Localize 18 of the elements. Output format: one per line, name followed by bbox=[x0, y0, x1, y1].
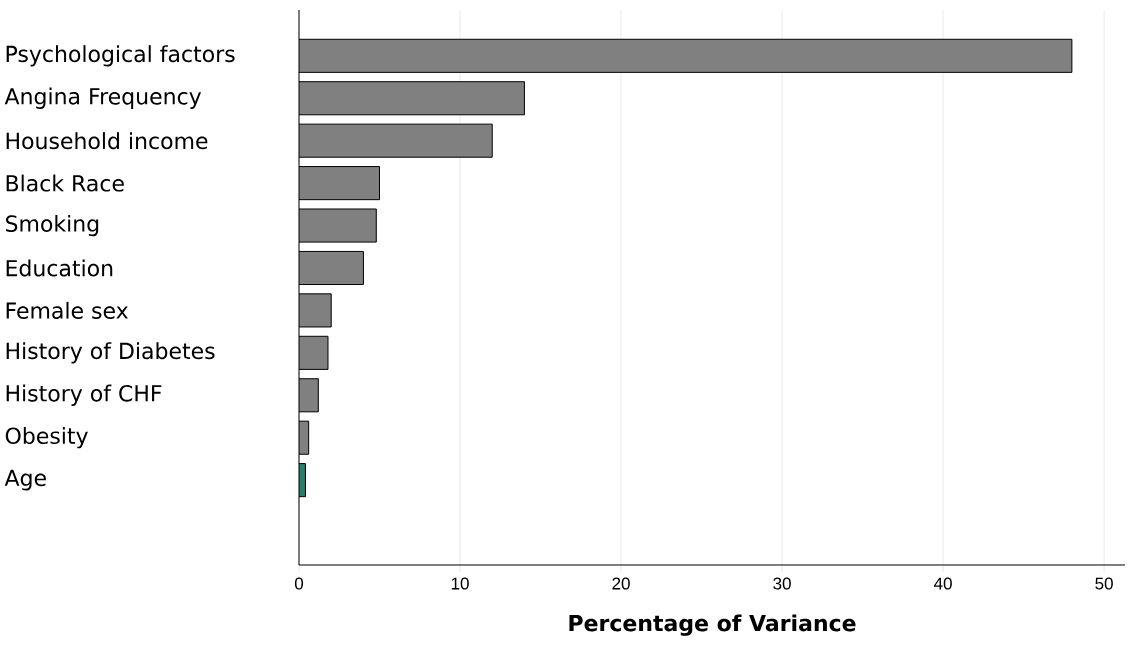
x-tick-label: 10 bbox=[451, 577, 469, 590]
y-tick-label: Angina Frequency bbox=[4, 87, 202, 109]
y-tick-label: History of Diabetes bbox=[6, 342, 215, 364]
y-tick-label: Female sex bbox=[6, 301, 128, 319]
x-tick-label: 30 bbox=[773, 577, 791, 590]
y-tick-label: Smoking bbox=[5, 214, 99, 237]
y-tick-label: Education bbox=[6, 259, 113, 277]
y-tick-label: Age bbox=[4, 469, 46, 491]
y-tick-label: Obesity bbox=[5, 427, 88, 449]
x-axis-title: Percentage of Variance bbox=[569, 614, 856, 636]
x-tick-label: 50 bbox=[1095, 577, 1113, 590]
x-tick-label: 20 bbox=[612, 577, 630, 590]
y-tick-label: Psychological factors bbox=[6, 45, 235, 67]
x-tick-label: 0 bbox=[294, 577, 304, 590]
y-tick-label: History of CHF bbox=[6, 384, 162, 406]
y-tick-label: Black Race bbox=[6, 174, 124, 192]
x-tick-label: 40 bbox=[934, 577, 952, 590]
y-tick-label: Household income bbox=[6, 132, 208, 150]
